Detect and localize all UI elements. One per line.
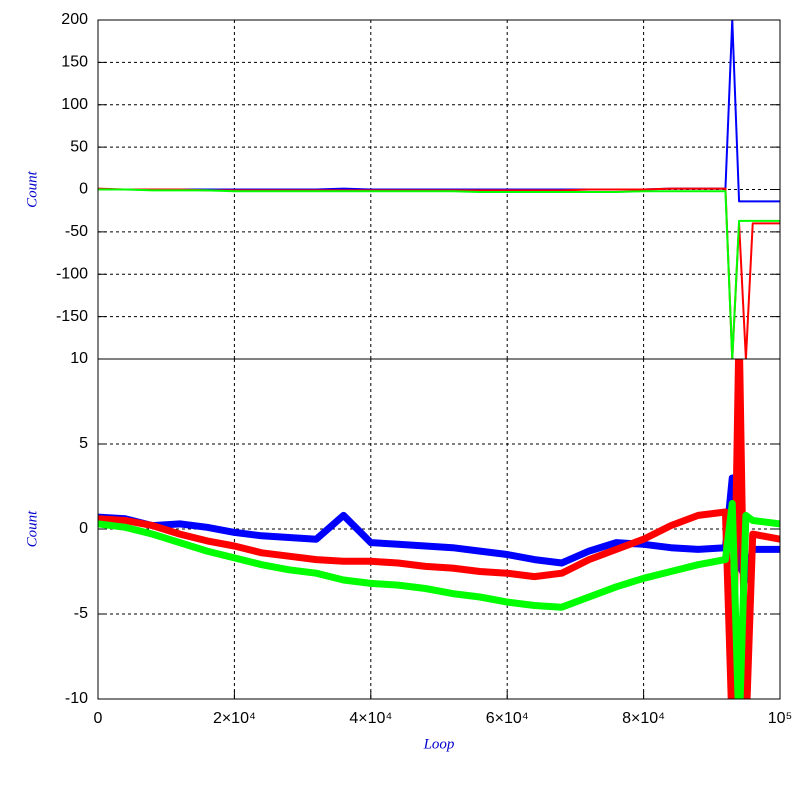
y-tick-label: 0 — [79, 181, 88, 198]
y-tick-label: 10 — [70, 350, 88, 367]
x-tick-label: 6×10⁴ — [486, 710, 529, 727]
series-line — [98, 20, 780, 203]
y-tick-label: 0 — [79, 520, 88, 537]
y-tick-label: -100 — [56, 265, 88, 282]
y-tick-label: -10 — [65, 690, 88, 707]
x-tick-label: 2×10⁴ — [213, 710, 256, 727]
x-tick-label: 10⁵ — [768, 710, 792, 727]
y-tick-label: -50 — [65, 223, 88, 240]
y-tick-label: 200 — [61, 11, 88, 28]
x-tick-label: 4×10⁴ — [349, 710, 392, 727]
y-tick-label: -150 — [56, 308, 88, 325]
plot — [98, 20, 780, 359]
y-axis-label: Count — [24, 510, 40, 548]
y-tick-label: 100 — [61, 96, 88, 113]
y-tick-label: 5 — [79, 435, 88, 452]
x-tick-label: 8×10⁴ — [622, 710, 665, 727]
y-tick-label: 50 — [70, 138, 88, 155]
series-line — [98, 500, 780, 699]
x-axis-label: Loop — [423, 736, 455, 752]
series-line — [98, 359, 780, 699]
plot-frame — [97, 358, 781, 700]
series-line — [98, 188, 780, 359]
y-axis-label: Count — [24, 170, 40, 208]
x-tick-label: 0 — [94, 710, 103, 727]
y-tick-label: -5 — [74, 605, 88, 622]
y-tick-label: 150 — [61, 54, 88, 71]
plot — [98, 359, 780, 699]
